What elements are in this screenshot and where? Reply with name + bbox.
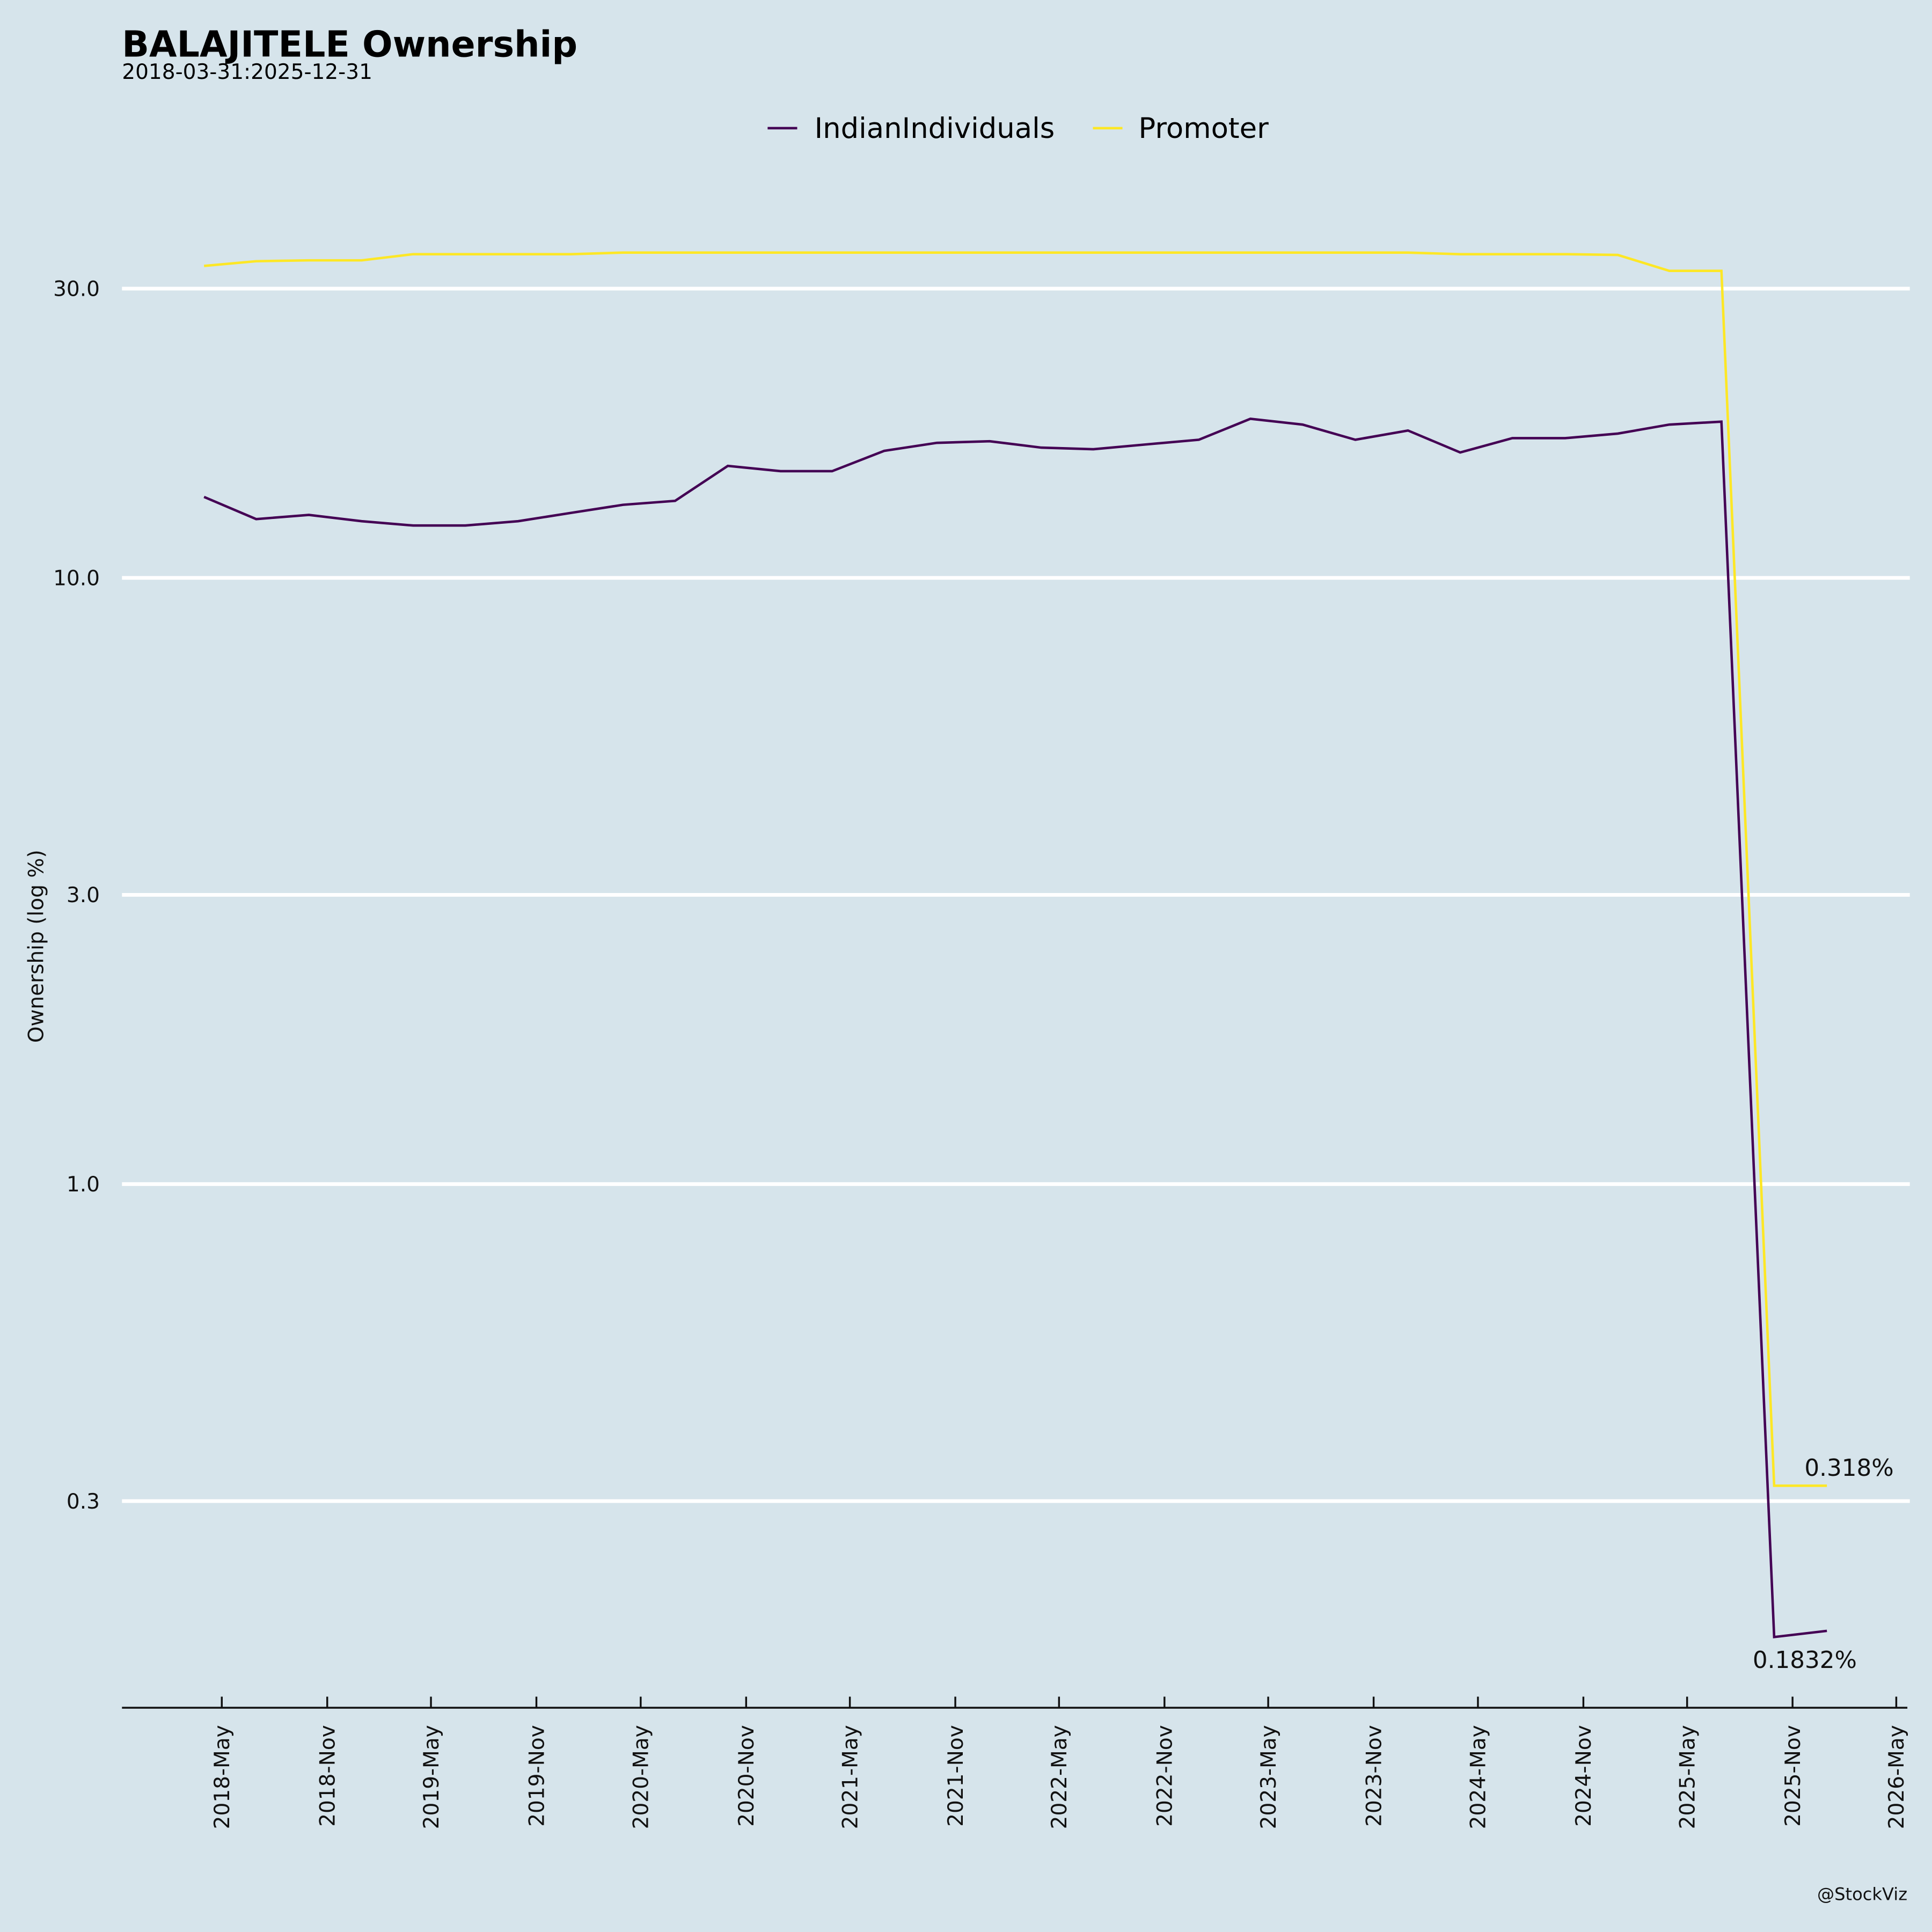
end-value-label: 0.1832% [1753, 1647, 1857, 1674]
x-tick-label: 2018-Nov [316, 1725, 340, 1827]
y-tick-label: 0.3 [67, 1490, 100, 1514]
x-tick-label: 2021-May [838, 1725, 862, 1829]
series-line-indianindividuals [203, 418, 1827, 1638]
x-tick-label: 2023-May [1257, 1725, 1281, 1829]
x-tick-label: 2024-May [1467, 1725, 1491, 1829]
legend-label-promoter: Promoter [1138, 112, 1269, 145]
end-value-label: 0.318% [1804, 1455, 1893, 1482]
gridlines: 30.0 10.0 3.0 1.0 0.3 [53, 277, 1910, 1514]
legend-label-indianindividuals: IndianIndividuals [815, 112, 1055, 145]
y-axis-label: Ownership (log %) [24, 850, 48, 1043]
x-axis: 2018-May 2018-Nov 2019-May 2019-Nov 2020-May… [210, 1696, 1909, 1829]
series-lines: 0.1832% 0.318% [203, 251, 1894, 1674]
x-tick-label: 2019-May [420, 1725, 444, 1829]
x-tick-label: 2020-Nov [735, 1725, 759, 1827]
y-tick-label: 30.0 [53, 277, 100, 302]
x-tick-label: 2025-Nov [1781, 1725, 1805, 1827]
legend: IndianIndividuals Promoter [767, 112, 1269, 145]
x-tick-label: 2019-Nov [525, 1725, 549, 1827]
x-tick-label: 2025-May [1675, 1725, 1700, 1829]
chart-title: BALAJITELE Ownership [122, 24, 577, 65]
x-tick-label: 2023-Nov [1362, 1725, 1386, 1827]
chart-subtitle: 2018-03-31:2025-12-31 [122, 60, 372, 84]
x-tick-label: 2026-May [1885, 1725, 1909, 1829]
x-tick-label: 2021-Nov [944, 1725, 968, 1827]
watermark: @StockViz [1817, 1884, 1907, 1904]
y-tick-label: 3.0 [67, 883, 100, 908]
x-tick-label: 2022-Nov [1153, 1725, 1177, 1827]
x-tick-label: 2024-Nov [1572, 1725, 1596, 1827]
y-tick-label: 1.0 [67, 1173, 100, 1197]
x-tick-label: 2020-May [630, 1725, 654, 1829]
x-tick-label: 2022-May [1048, 1725, 1072, 1829]
y-tick-label: 10.0 [53, 567, 100, 591]
series-line-promoter [203, 251, 1827, 1487]
x-tick-label: 2018-May [210, 1725, 235, 1829]
